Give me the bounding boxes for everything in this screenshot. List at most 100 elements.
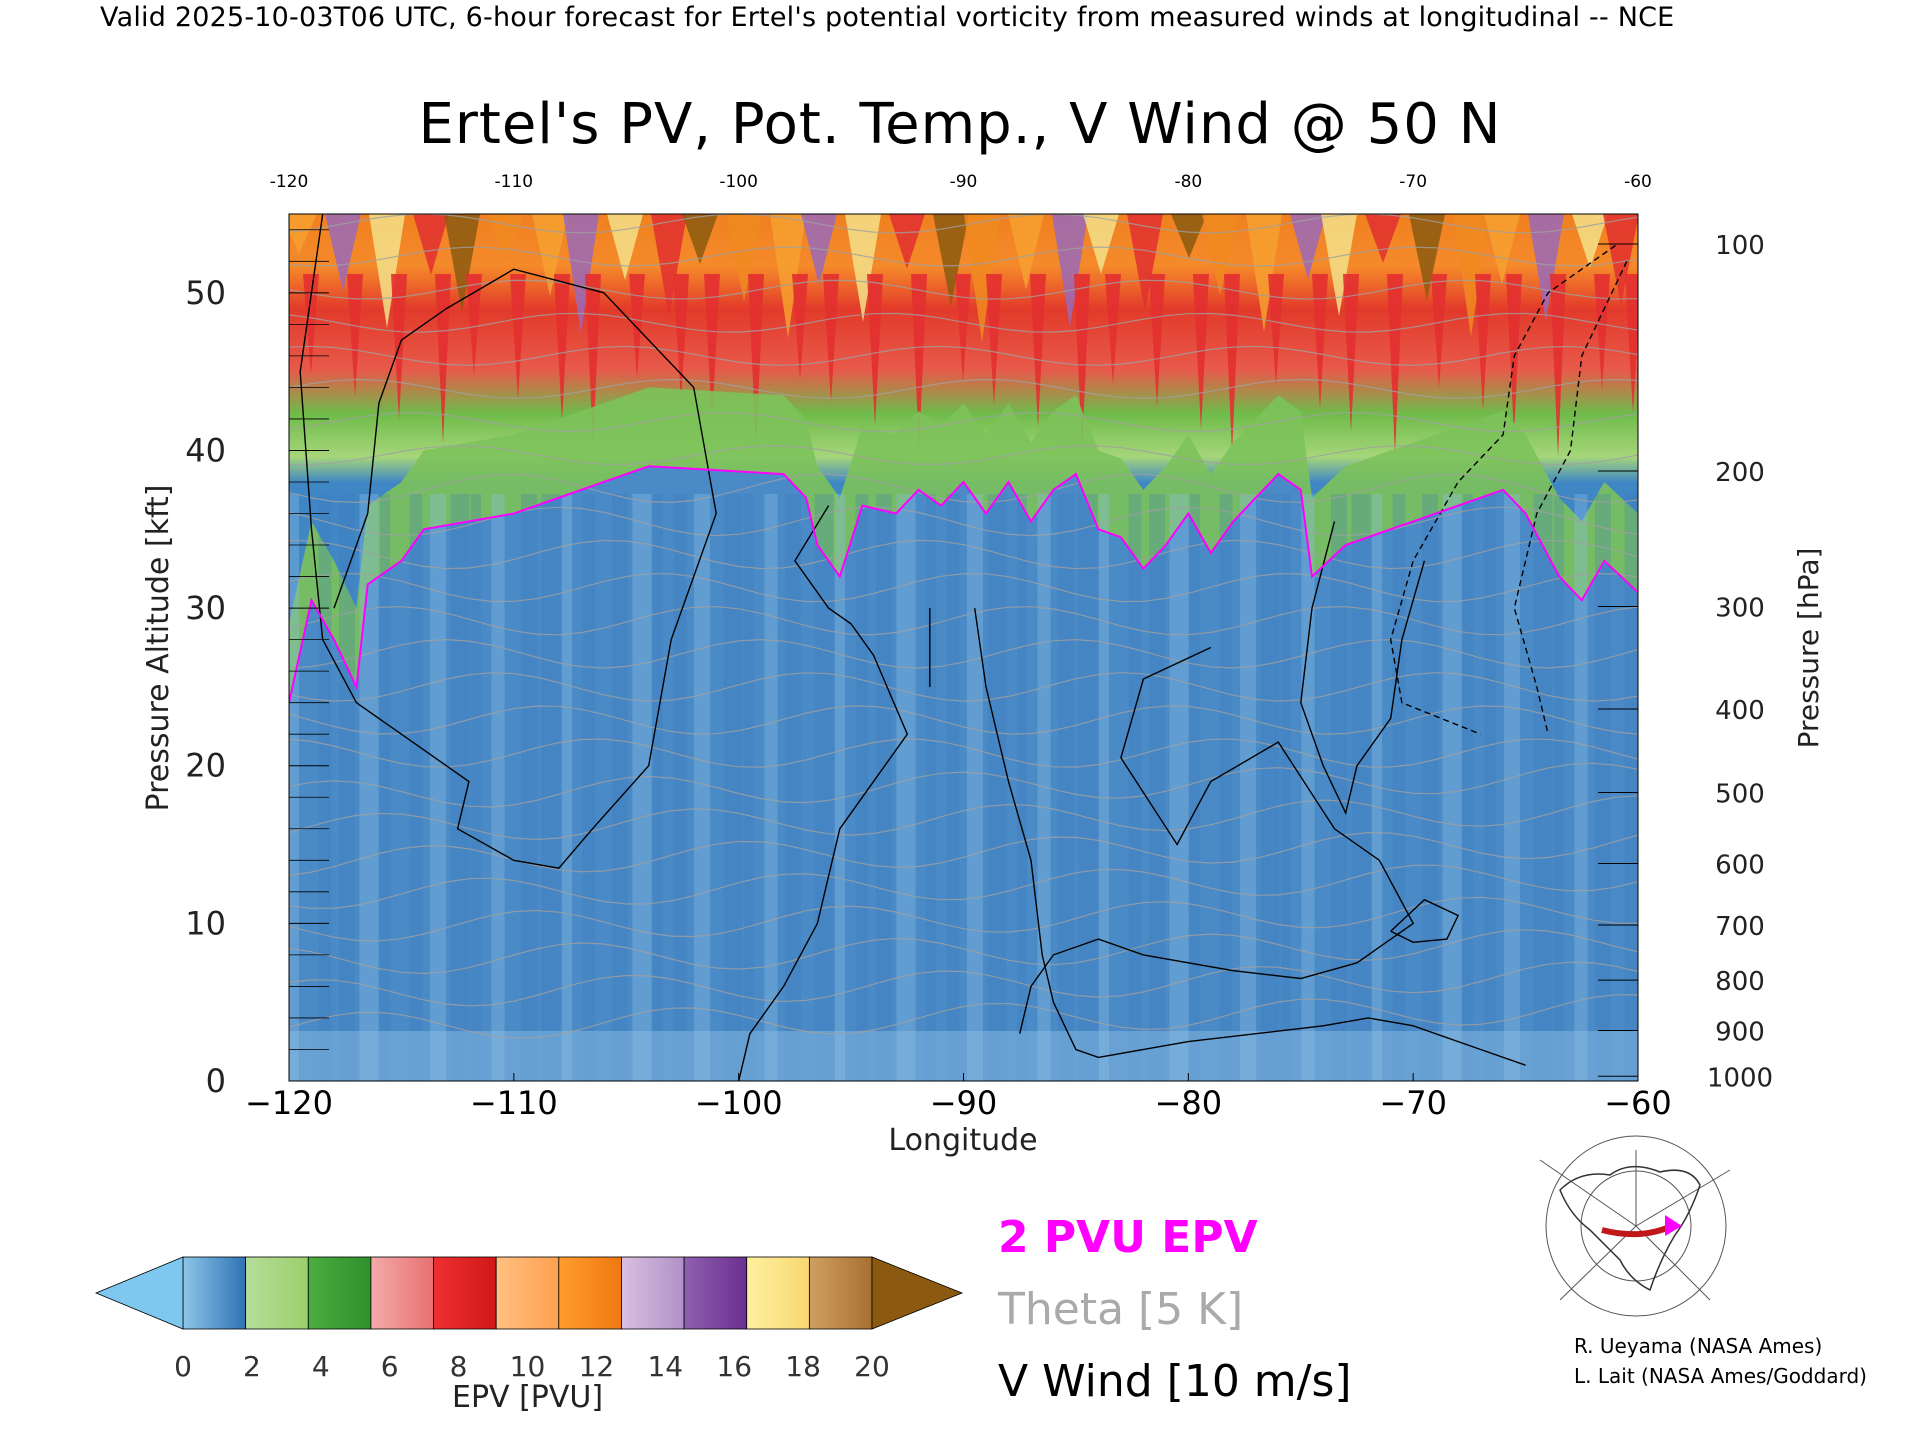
stratosphere-spike [1074, 274, 1090, 451]
troposphere-streak [1504, 494, 1520, 1081]
pressure-tick-label: 1000 [1707, 1063, 1773, 1093]
stratosphere-spike [1550, 274, 1566, 457]
stratosphere-spike [466, 274, 482, 376]
stratosphere-spike [369, 214, 405, 328]
troposphere-streak [694, 494, 710, 1081]
colorbar-bin [307, 1256, 372, 1330]
troposphere-streak [1149, 494, 1165, 1081]
stratosphere-spike [1453, 214, 1489, 337]
troposphere-streak [541, 494, 561, 1081]
theta-contour [289, 638, 1638, 669]
stratosphere-spike [1409, 214, 1445, 300]
troposphere-streak [1533, 494, 1553, 1081]
map-meridian [1559, 1225, 1637, 1301]
stratosphere-spike [1224, 274, 1240, 453]
stratosphere-spike [1321, 214, 1357, 316]
troposphere-streak [1240, 494, 1256, 1081]
stratosphere-spike [1475, 274, 1491, 411]
axes: −120 -120 −110 -110 −100 -100 −90 -90 −80 -80 −70 -… [141, 172, 1825, 1158]
stratosphere-bands [289, 214, 1638, 703]
troposphere-streak [318, 494, 332, 1081]
troposphere-streaks [289, 494, 1638, 1081]
colorbar-label: EPV [PVU] [452, 1380, 604, 1415]
stratosphere-spike [444, 214, 480, 312]
wind-contours [299, 214, 1628, 1081]
colorbar: 0 2 4 6 8 10 12 14 16 18 20 [94, 1256, 964, 1383]
troposphere-streak [471, 494, 481, 1081]
x-tick-label: −110 [470, 1084, 558, 1122]
colorbar-tick-label: 8 [450, 1350, 468, 1383]
troposphere-streak [1078, 494, 1098, 1081]
wind-contour [738, 505, 909, 1081]
theta-contours [289, 214, 1638, 1039]
top-tick-label: -60 [1624, 172, 1652, 192]
y2-axis-label: Pressure [hPa] [1792, 548, 1825, 749]
colorbar-bin [621, 1256, 685, 1330]
troposphere-streak [987, 494, 1007, 1081]
stratosphere-spike [792, 274, 808, 380]
stratosphere-spike [629, 274, 645, 378]
credit-line: L. Lait (NASA Ames/Goddard) [1574, 1364, 1867, 1388]
stratosphere-spike [413, 214, 449, 275]
theta-contour [289, 929, 1638, 975]
stratosphere-spike [435, 274, 451, 443]
wind-contour [1390, 898, 1460, 944]
colorbar-tick-label: 16 [716, 1350, 752, 1383]
wind-contour [299, 214, 717, 869]
theta-contour [289, 412, 1638, 433]
wind-contour [1019, 646, 1415, 1034]
stratosphere-spike [1594, 274, 1610, 390]
stratosphere-spike [1171, 214, 1207, 258]
stratosphere-spike [1030, 274, 1046, 428]
top-tick-label: -80 [1174, 172, 1202, 192]
stratosphere-spike [845, 214, 881, 322]
theta-contour [289, 345, 1638, 366]
troposphere-streak [491, 494, 505, 1081]
stratosphere-spike [911, 274, 927, 449]
y-tick-label: 0 [206, 1062, 226, 1100]
stratosphere-spike [1268, 274, 1284, 386]
stratosphere-spike [554, 274, 570, 422]
stratosphere-spike [986, 274, 1002, 405]
colorbar-bin [182, 1256, 247, 1330]
colorbar-tick-label: 6 [381, 1350, 399, 1383]
legend-pvu: 2 PVU EPV [998, 1212, 1258, 1263]
map-meridian [1635, 1225, 1711, 1301]
troposphere-streak [1554, 494, 1564, 1081]
theta-contour [289, 994, 1638, 1039]
theta-contour [289, 246, 1638, 267]
troposphere-streak [896, 494, 916, 1081]
x-tick-label: −70 [1379, 1084, 1447, 1122]
map-meridian [1539, 1159, 1637, 1227]
stratosphere-spike [289, 214, 317, 254]
troposphere-streak [855, 494, 869, 1081]
troposphere-streak [1331, 494, 1347, 1081]
theta-contour [289, 762, 1638, 808]
pressure-tick-label: 700 [1715, 912, 1765, 942]
stratosphere-spike [1202, 214, 1238, 295]
troposphere-streak [1483, 494, 1497, 1081]
x-tick-label: −60 [1604, 1084, 1672, 1122]
stratosphere-spike [1127, 214, 1163, 311]
troposphere-streak [1422, 494, 1438, 1081]
stratosphere-spike [1603, 214, 1638, 305]
y-axis-label: Pressure Altitude [kft] [141, 485, 176, 812]
troposphere-streak [1037, 494, 1051, 1081]
stratosphere-spike [1528, 214, 1564, 321]
troposphere-streak [1463, 494, 1473, 1081]
wind-contour [974, 608, 1526, 1066]
colorbar-tick-label: 14 [647, 1350, 683, 1383]
stratosphere-spike [1246, 214, 1282, 332]
stratosphere-spike [726, 214, 762, 301]
troposphere-streak [764, 494, 778, 1081]
troposphere-streak [359, 494, 379, 1081]
boundary-layer-band [289, 1031, 1638, 1081]
y-tick-label: 30 [185, 589, 226, 627]
stratosphere-spike [748, 274, 764, 447]
troposphere-streak [430, 494, 446, 1081]
stratosphere-spike [889, 214, 925, 269]
top-tick-label: -120 [270, 172, 309, 192]
theta-contour [289, 961, 1638, 1007]
stratosphere-spike [1149, 274, 1165, 407]
